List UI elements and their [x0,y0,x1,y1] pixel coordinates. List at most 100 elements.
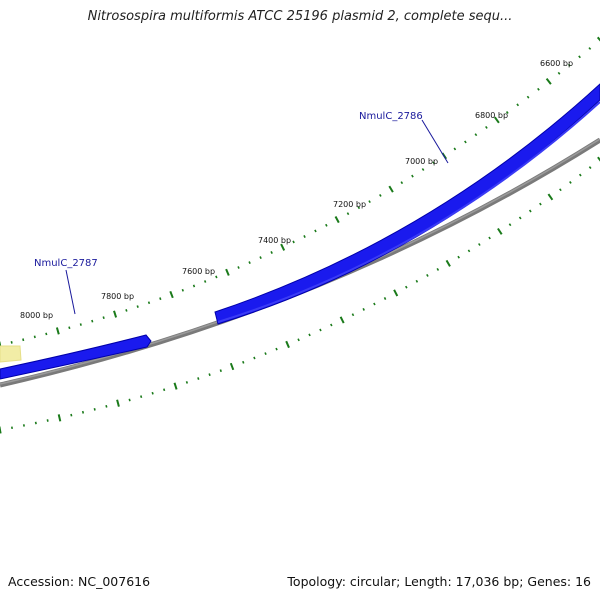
outer-track-minor-tick [215,275,218,279]
outer-tick-track [0,36,600,349]
outer-track-minor-tick [464,140,467,144]
outer-track-minor-tick [248,261,251,265]
gene-arrow-nmulc-2786[interactable] [214,83,600,325]
outer-track-minor-tick [400,181,404,185]
outer-track-minor-tick [22,338,25,342]
inner-track-minor-tick [569,181,572,184]
inner-track-minor-tick [22,424,25,427]
outer-track-minor-tick [91,319,94,323]
outer-track-minor-tick [368,200,371,204]
outer-track-minor-tick [33,335,36,339]
inner-track-minor-tick [297,338,300,342]
gene-label-nmulc-2787[interactable]: NmulC_2787 [34,258,98,269]
inner-track-minor-tick [478,243,481,246]
inner-track-major-tick [547,193,554,201]
gene-label-nmulc-2786[interactable]: NmulC_2786 [359,111,423,122]
inner-track-minor-tick [405,285,408,289]
map-title: Nitrosospira multiformis ATCC 25196 plas… [87,9,513,24]
outer-track-major-tick [334,216,340,224]
outer-track-minor-tick [537,87,540,91]
inner-track-minor-tick [539,202,542,206]
outer-track-minor-tick [159,297,162,301]
outer-track-minor-tick [10,341,13,344]
inner-tick-track [0,156,600,434]
outer-track-minor-tick [526,95,530,99]
inner-track-minor-tick [559,188,562,192]
position-label-7600: 7600 bp [182,267,215,276]
outer-track-minor-tick [578,55,581,59]
outer-track-major-tick [280,243,286,251]
outer-track-major-tick [169,290,174,299]
outer-track-minor-tick [125,309,128,312]
highlight-feature [0,345,22,363]
outer-track-major-tick [113,310,118,318]
inner-track-minor-tick [105,404,108,408]
inner-track-minor-tick [373,302,376,306]
position-label-6600: 6600 bp [540,59,573,68]
outer-track-major-tick [55,327,60,335]
inner-track-minor-tick [34,421,37,425]
inner-track-minor-tick [253,356,256,360]
inner-track-major-tick [497,227,503,235]
inner-track-minor-tick [330,323,333,327]
inner-track-minor-tick [308,333,311,337]
inner-track-minor-tick [46,419,49,422]
gene-arrow-shade [217,101,600,323]
outer-track-minor-tick [453,147,457,151]
inner-track-minor-tick [275,347,278,351]
inner-track-major-tick [339,316,345,324]
inner-track-major-tick [116,399,120,407]
outer-track-minor-tick [147,301,151,305]
inner-track-minor-tick [467,249,471,253]
inner-track-major-tick [597,156,600,162]
inner-track-minor-tick [319,328,322,332]
outer-track-minor-tick [325,223,328,227]
inner-track-minor-tick [70,413,73,417]
inner-track-minor-tick [197,377,200,380]
outer-track-minor-tick [292,240,295,244]
outer-track-minor-tick [516,103,520,107]
outer-track-minor-tick [259,256,262,260]
outer-track-minor-tick [588,47,592,50]
inner-track-minor-tick [362,307,365,311]
outer-track-minor-tick [181,288,184,292]
inner-track-minor-tick [93,407,96,411]
position-label-6800: 6800 bp [475,111,508,120]
inner-track-minor-tick [518,216,522,220]
outer-track-minor-tick [379,193,382,197]
inner-track-minor-tick [415,279,419,283]
outer-track-major-tick [493,116,500,124]
outer-track-minor-tick [136,305,139,308]
inner-track-major-tick [0,426,2,434]
inner-track-minor-tick [426,274,429,277]
inner-track-minor-tick [128,398,131,402]
outer-track-major-tick [388,185,394,193]
gene-label-leader-nmulc-2786 [421,119,449,164]
inner-track-minor-tick [264,352,267,356]
inner-track-minor-tick [351,313,355,317]
gene-label-leader-nmulc-2787 [65,269,76,315]
outer-track-minor-tick [505,111,509,114]
inner-track-major-tick [173,382,178,390]
inner-track-minor-tick [383,297,387,300]
outer-track-minor-tick [567,63,571,67]
inner-track-minor-tick [151,391,154,395]
outer-track-minor-tick [357,206,361,210]
summary-text: Topology: circular; Length: 17,036 bp; G… [287,574,591,589]
outer-track-minor-tick [45,332,48,336]
position-label-7800: 7800 bp [101,292,134,301]
outer-track-minor-tick [79,323,82,326]
gene-arrow-nmulc-2787[interactable] [0,334,152,380]
outer-track-minor-tick [474,133,478,137]
inner-track-minor-tick [140,395,143,399]
outer-track-minor-tick [557,71,561,75]
inner-track-minor-tick [81,410,85,414]
outer-track-minor-tick [192,284,196,288]
accession-text: Accession: NC_007616 [8,574,151,589]
inner-track-major-tick [57,414,62,422]
inner-track-minor-tick [242,360,245,364]
inner-track-major-tick [445,259,451,267]
position-label-7000: 7000 bp [405,157,438,166]
outer-track-minor-tick [346,212,350,216]
